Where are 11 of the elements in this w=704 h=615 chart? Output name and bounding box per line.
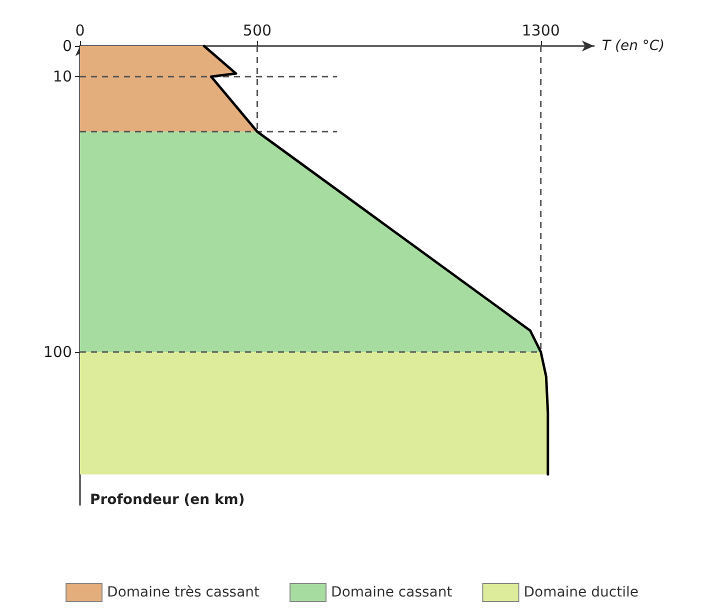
- y-tick-label: 100: [43, 343, 72, 361]
- y-axis-title: Profondeur (en km): [90, 492, 245, 508]
- x-axis-title: T (en °C): [602, 38, 665, 54]
- y-tick-label: 10: [52, 68, 72, 86]
- legend-label: Domaine très cassant: [107, 584, 260, 600]
- y-tick-label: 0: [62, 37, 72, 55]
- x-tick-label: 0: [75, 22, 85, 40]
- legend-label: Domaine cassant: [331, 584, 453, 600]
- legend-label: Domaine ductile: [524, 584, 638, 600]
- x-tick-label: 500: [242, 22, 272, 40]
- x-tick-label: 1300: [522, 22, 560, 40]
